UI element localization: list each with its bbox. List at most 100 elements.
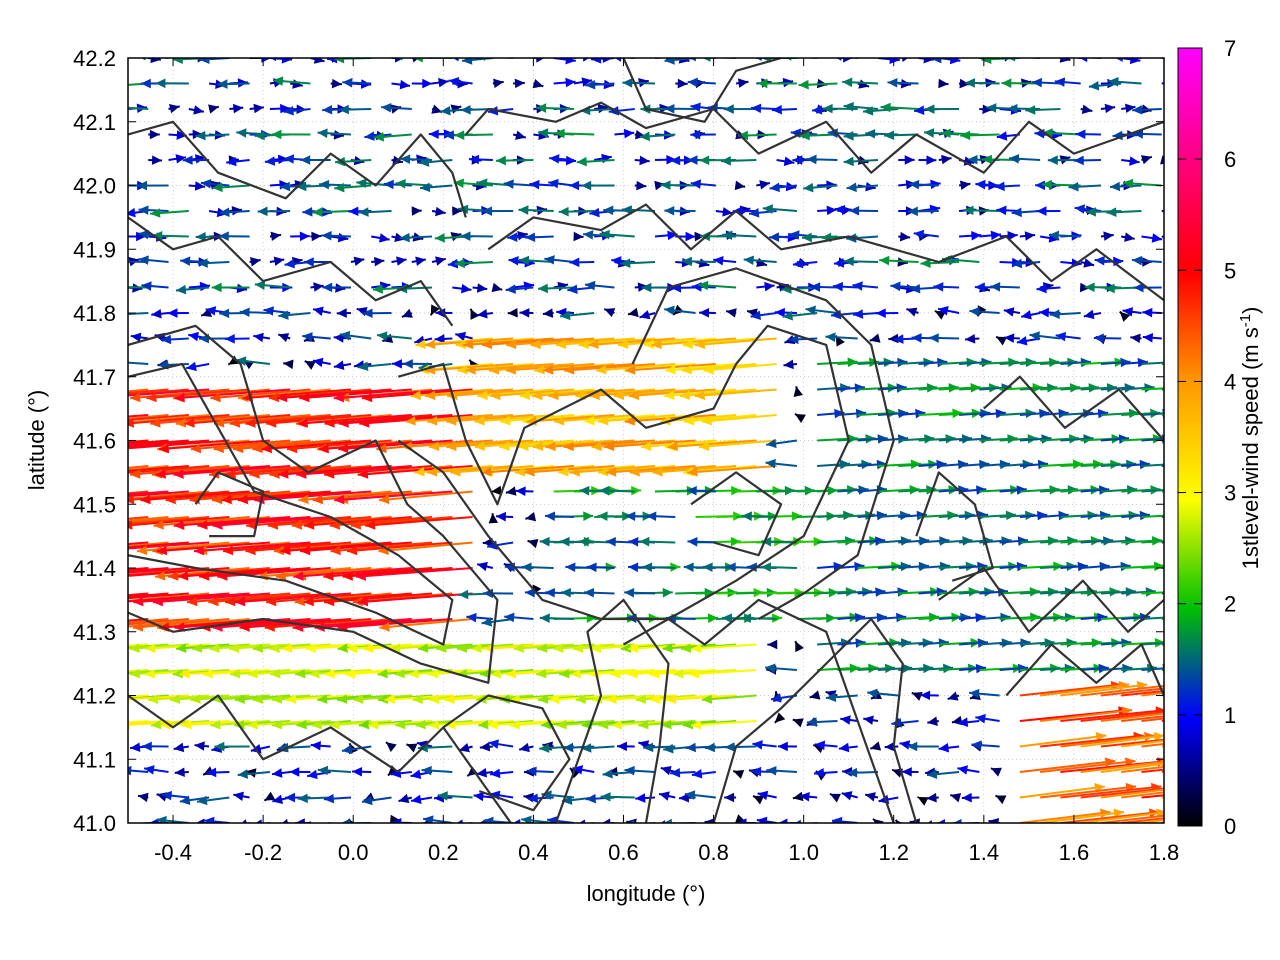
wind-vector <box>1141 540 1164 544</box>
wind-vector <box>634 180 647 191</box>
wind-vector-shaft <box>505 337 595 347</box>
wind-vector-head <box>318 443 329 454</box>
wind-vector <box>958 663 987 674</box>
wind-vector-shaft <box>128 388 149 393</box>
wind-vector <box>579 819 595 823</box>
wind-vector-shaft <box>701 414 777 423</box>
wind-vector-head <box>428 129 439 140</box>
wind-vector <box>940 128 980 139</box>
wind-vector <box>877 663 913 674</box>
wind-vector-head <box>196 818 205 823</box>
wind-vector <box>654 230 678 241</box>
wind-vector-head <box>666 154 677 165</box>
wind-vector-head <box>495 155 506 166</box>
wind-vector-head <box>694 390 706 401</box>
wind-vector-shaft <box>679 388 757 398</box>
wind-vector-head <box>759 180 770 190</box>
wind-vector <box>1141 514 1164 518</box>
wind-vector-head <box>165 494 176 505</box>
wind-vector <box>1119 310 1131 322</box>
wind-vector-head <box>218 231 229 241</box>
wind-vector-head <box>292 79 303 89</box>
wind-vector-head <box>209 469 220 479</box>
wind-vector-head <box>846 182 857 193</box>
wind-vector <box>191 643 250 653</box>
wind-vector-shaft <box>445 720 514 727</box>
wind-vector <box>128 721 129 723</box>
wind-vector <box>938 459 969 470</box>
wind-vector-head <box>937 357 948 368</box>
wind-vector-shaft <box>128 516 189 524</box>
wind-vector-head <box>1037 510 1048 521</box>
wind-vector-head <box>323 571 334 581</box>
wind-vector <box>671 283 696 293</box>
wind-vector <box>554 128 595 139</box>
wind-vector-head <box>670 155 681 166</box>
wind-vector-shaft <box>1121 765 1164 773</box>
wind-vector-head <box>303 596 314 607</box>
wind-vector-head <box>305 643 317 654</box>
wind-vector-head <box>272 76 284 86</box>
wind-vector-shaft <box>199 567 311 578</box>
wind-vector-head <box>585 280 596 291</box>
wind-vector-head <box>583 587 595 598</box>
wind-vector-head <box>832 281 844 292</box>
wind-vector <box>173 742 189 753</box>
wind-vector-head <box>179 795 191 805</box>
wind-vector-head <box>788 334 799 345</box>
wind-vector <box>545 439 635 452</box>
wind-vector-head <box>394 668 405 679</box>
wind-vector-head <box>1122 178 1134 189</box>
wind-vector-head <box>1222 681 1232 691</box>
wind-vector <box>245 414 352 428</box>
wind-vector-head <box>158 443 170 454</box>
wind-vector-head <box>1106 207 1117 217</box>
wind-vector-head <box>778 818 788 823</box>
wind-vector <box>979 459 1011 470</box>
wind-vector-shaft <box>208 465 311 476</box>
wind-vector-head <box>1204 757 1214 767</box>
wind-vector-head <box>803 182 814 193</box>
wind-vector-shaft <box>128 769 149 773</box>
wind-vector-head <box>152 230 163 241</box>
wind-vector-head <box>907 741 918 752</box>
wind-vector <box>938 78 949 89</box>
wind-vector <box>1121 357 1148 368</box>
wind-vector-head <box>173 520 185 530</box>
wind-vector-head <box>199 571 210 581</box>
wind-vector <box>539 613 574 624</box>
wind-vector-shaft <box>355 567 473 578</box>
wind-vector <box>691 769 716 779</box>
wind-vector <box>431 77 449 88</box>
wind-vector-head <box>277 392 288 403</box>
wind-vector-head <box>234 596 246 607</box>
wind-vector-head <box>457 364 468 375</box>
wind-vector <box>961 792 980 803</box>
wind-vector-shaft <box>156 541 270 553</box>
wind-vector <box>947 691 960 701</box>
wind-vector-head <box>321 230 332 241</box>
wind-vector <box>698 439 777 452</box>
wind-vector-head <box>1164 232 1175 241</box>
wind-vector-head <box>556 719 567 730</box>
wind-vector <box>715 207 733 217</box>
wind-vector <box>283 359 294 370</box>
wind-vector-head <box>1139 510 1150 521</box>
wind-vector <box>806 154 838 165</box>
wind-vector-head <box>190 694 201 704</box>
wind-vector <box>756 257 768 267</box>
wind-vector <box>639 310 656 320</box>
wind-vector-head <box>377 668 388 679</box>
wind-vector <box>596 363 676 375</box>
wind-vector-head <box>192 129 203 140</box>
wind-vector <box>1141 681 1232 697</box>
wind-vector-head <box>752 740 763 750</box>
wind-vector-head <box>858 79 870 89</box>
wind-vector <box>611 256 635 266</box>
wind-vector-shaft <box>698 439 777 449</box>
wind-vector <box>852 281 879 291</box>
wind-vector-head <box>1098 485 1110 495</box>
wind-vector-head <box>560 310 571 321</box>
wind-vector-head <box>884 130 895 141</box>
wind-vector-head <box>590 643 602 653</box>
